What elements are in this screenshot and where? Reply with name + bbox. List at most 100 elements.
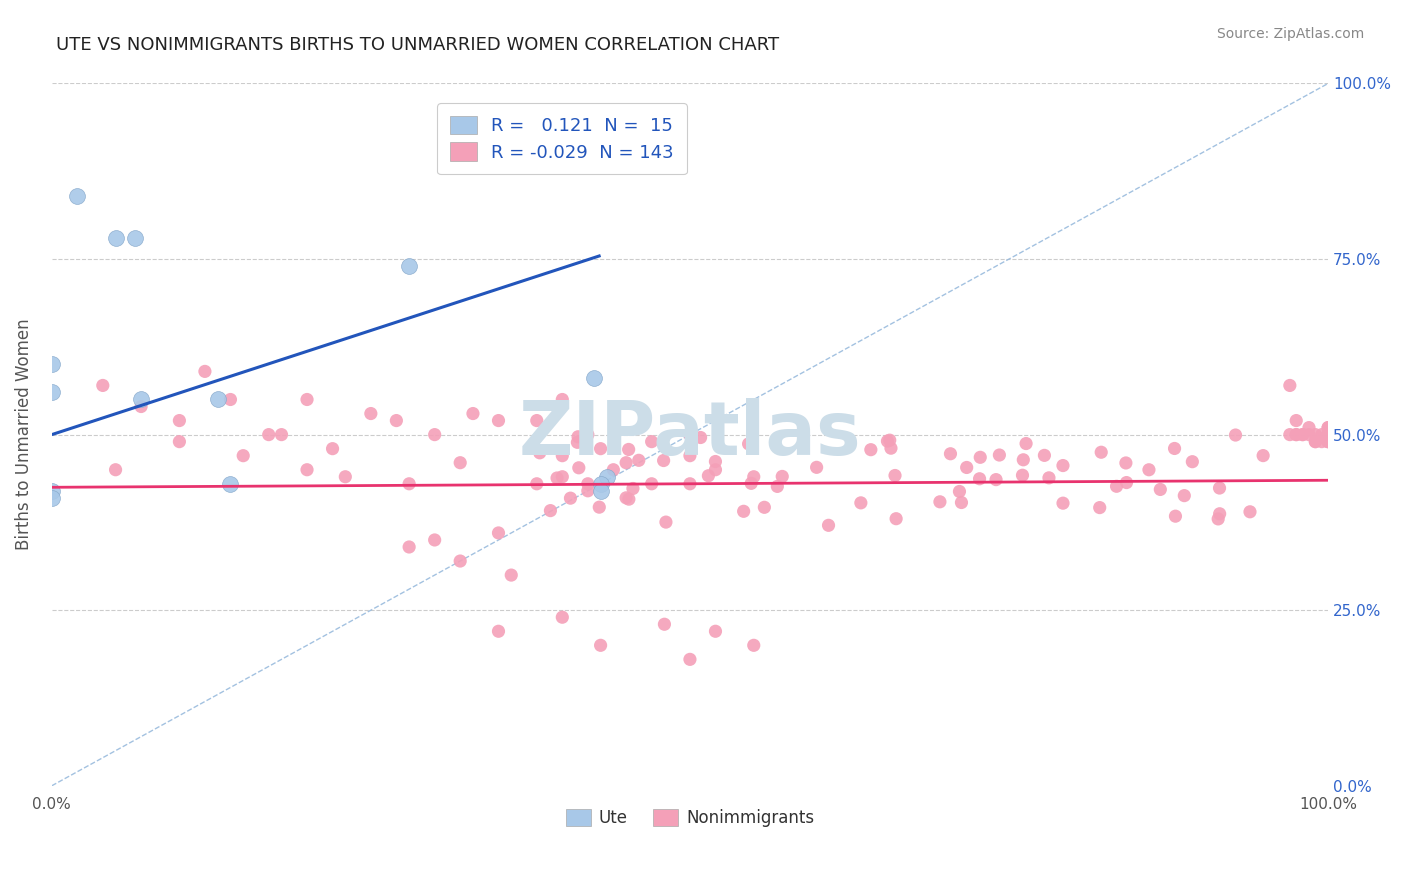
Point [1317,427,1340,442]
Point [129,392,152,407]
Point [859,442,882,457]
Point [104,463,127,477]
Point [704,463,727,477]
Point [1208,507,1230,521]
Point [754,500,776,515]
Point [398,476,420,491]
Point [461,407,484,421]
Point [1317,427,1340,442]
Point [295,463,318,477]
Point [679,449,702,463]
Point [41,491,63,505]
Point [969,472,991,486]
Point [1278,427,1301,442]
Point [1317,427,1340,442]
Point [589,638,612,652]
Point [1208,481,1230,495]
Point [270,427,292,442]
Point [322,442,344,456]
Point [654,617,676,632]
Point [1206,512,1229,526]
Point [733,504,755,518]
Point [1305,427,1327,442]
Point [1317,434,1340,449]
Point [614,456,637,470]
Point [1298,420,1320,434]
Point [689,430,711,444]
Text: UTE VS NONIMMIGRANTS BIRTHS TO UNMARRIED WOMEN CORRELATION CHART: UTE VS NONIMMIGRANTS BIRTHS TO UNMARRIED… [56,36,779,54]
Point [1105,479,1128,493]
Point [817,518,839,533]
Point [1285,413,1308,427]
Point [41,483,63,498]
Point [576,483,599,498]
Y-axis label: Births to Unmarried Women: Births to Unmarried Women [15,318,32,550]
Legend: Ute, Nonimmigrants: Ute, Nonimmigrants [558,802,821,834]
Point [621,482,644,496]
Point [1038,471,1060,485]
Point [488,413,510,427]
Point [1285,427,1308,442]
Point [104,231,127,245]
Point [529,446,551,460]
Point [526,413,548,427]
Point [501,568,523,582]
Point [1305,434,1327,449]
Point [257,427,280,442]
Point [770,469,793,483]
Point [849,496,872,510]
Point [929,495,952,509]
Point [697,468,720,483]
Point [295,392,318,407]
Point [640,476,662,491]
Point [398,259,420,273]
Point [488,624,510,639]
Point [880,441,903,455]
Point [129,400,152,414]
Text: ZIPatlas: ZIPatlas [519,398,862,471]
Point [1291,427,1313,442]
Point [207,392,229,407]
Point [1052,496,1074,510]
Point [1291,427,1313,442]
Point [1310,434,1333,449]
Point [614,491,637,505]
Point [1088,500,1111,515]
Point [704,454,727,468]
Point [66,189,89,203]
Point [1317,434,1340,449]
Point [169,434,191,449]
Point [551,469,574,483]
Point [950,495,973,509]
Point [124,231,146,245]
Point [1317,434,1340,449]
Point [335,469,357,483]
Point [551,392,574,407]
Point [398,540,420,554]
Point [576,476,599,491]
Point [969,450,991,465]
Point [1181,455,1204,469]
Point [1033,449,1056,463]
Point [984,473,1007,487]
Point [1317,420,1340,434]
Point [884,512,907,526]
Point [1317,427,1340,442]
Point [1278,378,1301,392]
Point [1225,428,1247,442]
Point [948,484,970,499]
Point [526,476,548,491]
Point [596,469,619,483]
Point [1285,427,1308,442]
Point [588,500,610,515]
Point [884,468,907,483]
Point [589,476,612,491]
Point [652,453,675,467]
Point [169,413,191,427]
Point [551,610,574,624]
Point [385,413,408,427]
Point [538,503,561,517]
Point [41,385,63,400]
Point [956,460,979,475]
Point [546,471,568,485]
